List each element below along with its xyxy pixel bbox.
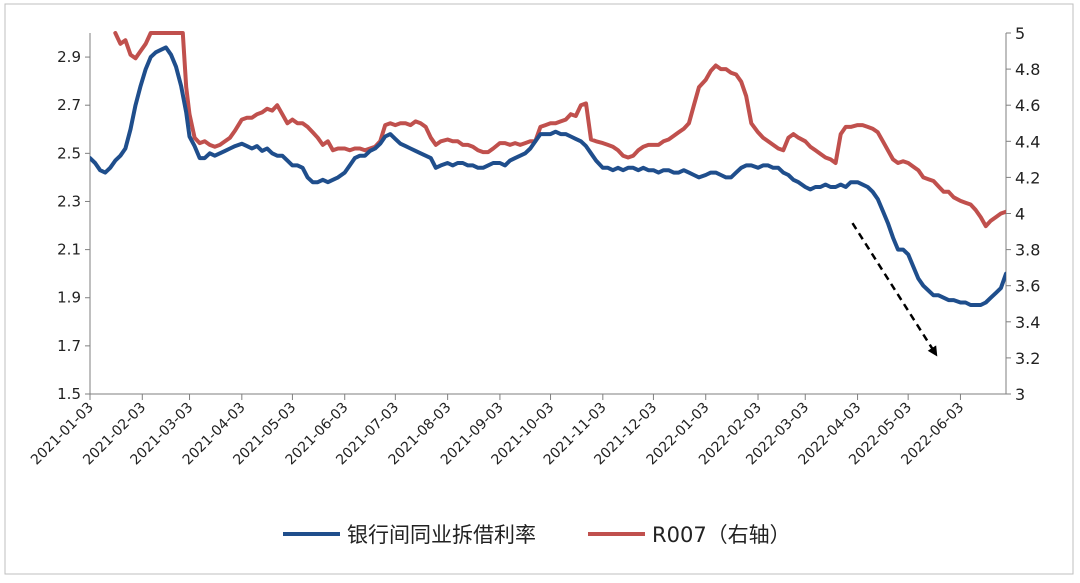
right-axis-tick-label: 4.4	[1015, 132, 1040, 151]
right-axis-tick-label: 5	[1015, 24, 1025, 43]
right-axis-tick-label: 4	[1015, 205, 1025, 224]
left-axis-tick-label: 1.9	[57, 289, 81, 307]
left-axis-tick-label: 1.7	[57, 337, 81, 355]
interbank-rate-series-line	[90, 45, 1006, 307]
right-axis-tick-label: 4.2	[1015, 168, 1040, 187]
left-axis-tick-label: 1.5	[57, 385, 81, 403]
chart-outer-border	[4, 3, 1074, 575]
r007-series-line	[113, 31, 1006, 229]
right-axis-tick-label: 4.6	[1015, 96, 1040, 115]
right-axis-tick-label: 3.2	[1015, 349, 1040, 368]
series-group	[90, 31, 1006, 307]
right-axis-tick-label: 3	[1015, 385, 1025, 404]
legend: 银行间同业拆借利率 R007（右轴）	[283, 523, 791, 547]
legend-label-r007: R007（右轴）	[652, 523, 791, 547]
left-axis-tick-label: 2.3	[57, 192, 81, 210]
left-axis-tick-label: 2.7	[57, 96, 81, 114]
annotation-group	[851, 222, 938, 357]
axes-group: 1.5 1.7 1.9 2.1 2.3 2.5 2.7 2.9 3 3.2 3.4 3.6 3.8 4 4.…	[28, 24, 1040, 468]
legend-label-interbank-rate: 银行间同业拆借利率	[347, 523, 536, 547]
right-axis-tick-label: 3.4	[1015, 313, 1040, 332]
left-axis-tick-label: 2.5	[57, 144, 81, 162]
right-axis-tick-label: 3.8	[1015, 241, 1040, 260]
left-axis-tick-label: 2.9	[57, 48, 81, 66]
right-axis-tick-label: 3.6	[1015, 277, 1040, 296]
left-axis-tick-label: 2.1	[57, 241, 81, 259]
right-axis-tick-label: 4.8	[1015, 60, 1040, 79]
trend-arrow	[851, 222, 938, 357]
